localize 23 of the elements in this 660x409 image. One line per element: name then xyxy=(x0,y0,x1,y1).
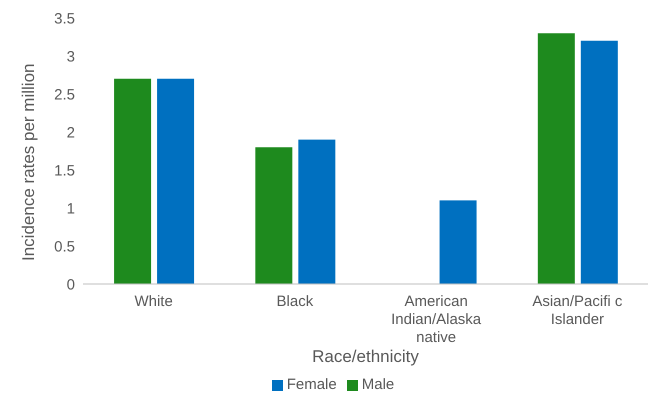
y-tick-label: 0.5 xyxy=(54,238,75,256)
y-tick-label: 2 xyxy=(66,124,75,142)
bar xyxy=(440,200,477,284)
x-tick-label: Black xyxy=(276,293,314,310)
bar xyxy=(114,78,152,284)
y-tick-label: 2.5 xyxy=(54,86,75,104)
bar xyxy=(157,78,194,284)
bar xyxy=(298,140,336,284)
x-tick-label: White xyxy=(134,293,173,310)
x-tick-label: American Indian/Alaska native xyxy=(391,293,482,346)
x-tick-label: Asian/Pacifi c Islander xyxy=(532,293,623,328)
y-tick-label: 3.5 xyxy=(54,10,75,28)
y-axis-title: Incidence rates per million xyxy=(19,64,38,261)
x-axis-title: Race/ethnicity xyxy=(312,347,420,366)
y-tick-label: 0 xyxy=(66,276,75,294)
legend-label: Female xyxy=(286,376,337,393)
bar xyxy=(255,147,292,284)
y-tick-label: 1.5 xyxy=(54,162,75,180)
legend-label: Male xyxy=(362,376,394,393)
y-tick-label: 1 xyxy=(66,200,75,218)
bar xyxy=(538,33,575,284)
bar xyxy=(580,40,618,284)
y-tick-label: 3 xyxy=(66,48,75,66)
